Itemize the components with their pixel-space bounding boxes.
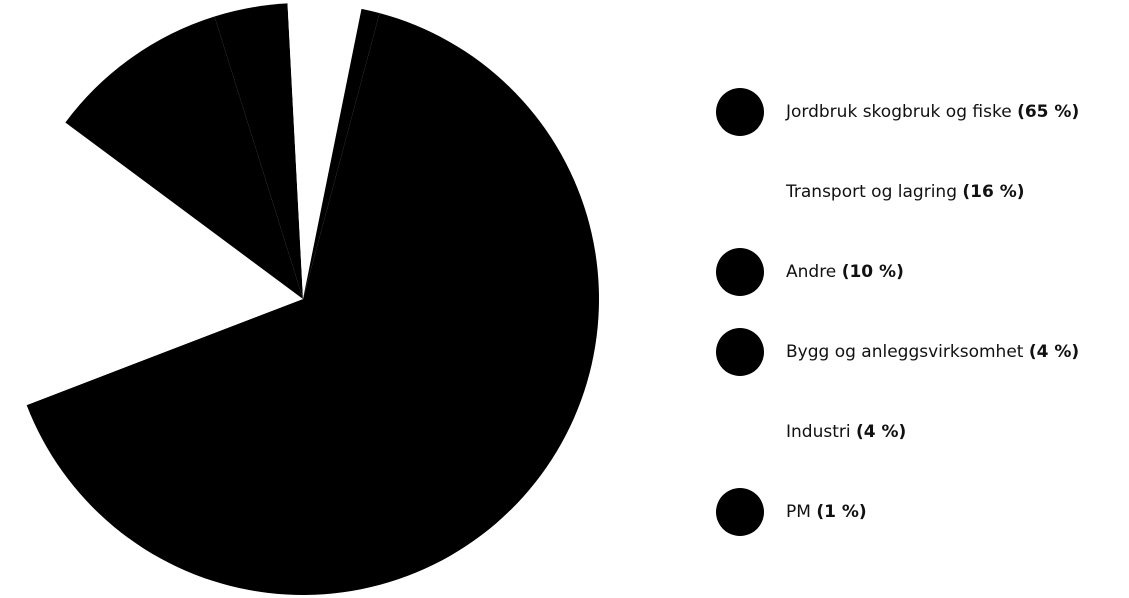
legend-label-percent: (65 %) <box>1017 102 1079 122</box>
legend-item-andre: Andre (10 %) <box>716 232 1079 312</box>
legend-label-percent: (4 %) <box>856 422 906 442</box>
legend-label: Andre (10 %) <box>786 262 904 282</box>
pie-chart <box>0 0 600 598</box>
legend-label-name: Andre <box>786 262 836 282</box>
legend-label: Bygg og anleggsvirksomhet (4 %) <box>786 342 1079 362</box>
legend-item-industri: Industri (4 %) <box>716 392 1079 472</box>
legend-label-percent: (16 %) <box>962 182 1024 202</box>
legend-item-bygg: Bygg og anleggsvirksomhet (4 %) <box>716 312 1079 392</box>
legend-label-percent: (4 %) <box>1029 342 1079 362</box>
legend-label-name: Transport og lagring <box>786 182 957 202</box>
legend-label: PM (1 %) <box>786 502 867 522</box>
legend-swatch <box>716 328 764 376</box>
legend-label-percent: (1 %) <box>816 502 866 522</box>
legend-item-jordbruk: Jordbruk skogbruk og fiske (65 %) <box>716 72 1079 152</box>
legend-label-name: Bygg og anleggsvirksomhet <box>786 342 1023 362</box>
legend-label-name: Jordbruk skogbruk og fiske <box>786 102 1012 122</box>
legend-swatch <box>716 248 764 296</box>
chart-legend: Jordbruk skogbruk og fiske (65 %) Transp… <box>716 72 1079 552</box>
legend-label: Jordbruk skogbruk og fiske (65 %) <box>786 102 1079 122</box>
legend-label: Industri (4 %) <box>786 422 906 442</box>
legend-swatch <box>716 408 764 456</box>
legend-item-transport: Transport og lagring (16 %) <box>716 152 1079 232</box>
legend-label: Transport og lagring (16 %) <box>786 182 1025 202</box>
legend-swatch <box>716 88 764 136</box>
legend-label-name: PM <box>786 502 811 522</box>
legend-swatch <box>716 488 764 536</box>
legend-label-percent: (10 %) <box>842 262 904 282</box>
legend-swatch <box>716 168 764 216</box>
legend-item-pm: PM (1 %) <box>716 472 1079 552</box>
legend-label-name: Industri <box>786 422 851 442</box>
